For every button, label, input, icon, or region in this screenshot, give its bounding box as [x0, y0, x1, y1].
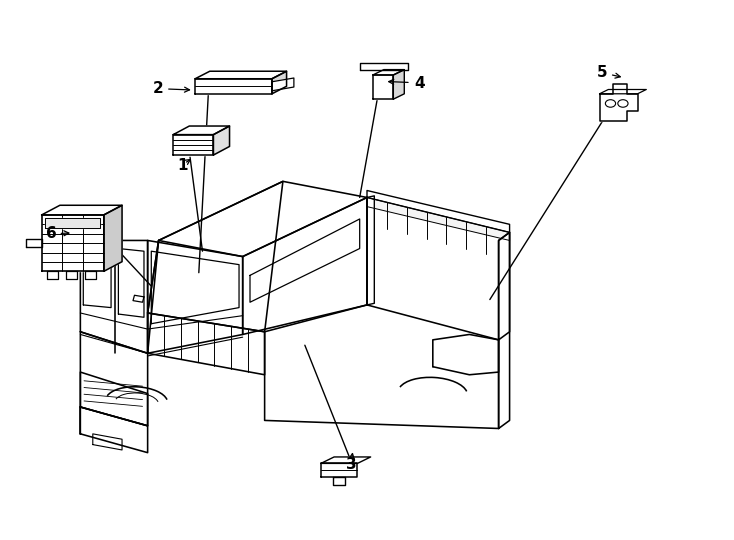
Polygon shape — [373, 75, 393, 99]
Polygon shape — [48, 271, 59, 279]
Polygon shape — [133, 295, 144, 302]
Polygon shape — [498, 232, 509, 428]
Text: 6: 6 — [46, 226, 57, 241]
Polygon shape — [195, 71, 286, 79]
Polygon shape — [83, 246, 111, 308]
Polygon shape — [393, 70, 404, 99]
Polygon shape — [85, 271, 96, 279]
Text: 1: 1 — [178, 158, 188, 173]
Polygon shape — [92, 434, 122, 450]
Polygon shape — [118, 248, 144, 318]
Text: 3: 3 — [346, 457, 356, 472]
Polygon shape — [80, 332, 148, 426]
Polygon shape — [195, 79, 272, 94]
Polygon shape — [600, 90, 647, 94]
Polygon shape — [103, 205, 122, 271]
Polygon shape — [250, 219, 360, 302]
Polygon shape — [42, 205, 122, 215]
Polygon shape — [148, 240, 243, 353]
Polygon shape — [214, 126, 230, 155]
Polygon shape — [80, 407, 148, 453]
Polygon shape — [600, 84, 638, 120]
Polygon shape — [367, 196, 374, 305]
Polygon shape — [373, 70, 404, 75]
Polygon shape — [433, 334, 498, 375]
Polygon shape — [272, 78, 294, 91]
Polygon shape — [265, 305, 498, 428]
Polygon shape — [80, 240, 148, 353]
Polygon shape — [67, 271, 77, 279]
Polygon shape — [173, 126, 230, 134]
Polygon shape — [367, 198, 509, 240]
Polygon shape — [173, 134, 214, 155]
Polygon shape — [26, 239, 42, 247]
Polygon shape — [243, 198, 367, 334]
Text: 2: 2 — [153, 81, 164, 96]
Polygon shape — [321, 457, 371, 463]
Polygon shape — [367, 191, 509, 232]
Text: 5: 5 — [597, 65, 608, 80]
Polygon shape — [42, 215, 103, 271]
Polygon shape — [46, 218, 100, 228]
Polygon shape — [148, 313, 265, 375]
Polygon shape — [151, 251, 239, 323]
Polygon shape — [80, 372, 148, 426]
Polygon shape — [498, 232, 509, 340]
Polygon shape — [148, 181, 283, 332]
Polygon shape — [360, 63, 408, 70]
Polygon shape — [272, 71, 286, 94]
Text: 4: 4 — [414, 76, 425, 91]
Polygon shape — [333, 477, 345, 485]
Polygon shape — [159, 181, 367, 256]
Polygon shape — [321, 463, 357, 477]
